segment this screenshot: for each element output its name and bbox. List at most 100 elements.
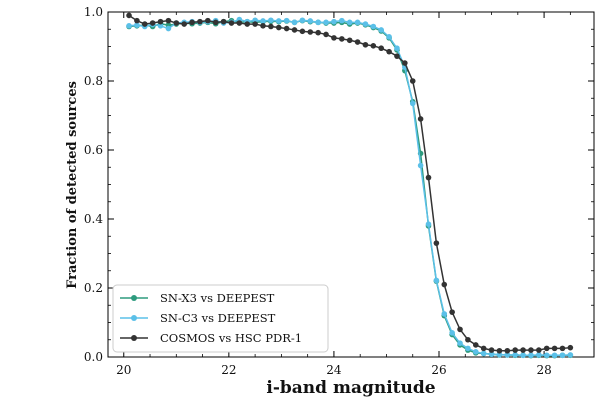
data-point	[268, 23, 274, 30]
data-point	[457, 326, 463, 333]
data-point	[291, 19, 298, 26]
series-layer	[126, 12, 574, 359]
x-tick-label: 24	[326, 363, 342, 377]
data-point	[181, 21, 187, 27]
data-point	[417, 116, 424, 122]
data-point	[425, 174, 432, 181]
y-tick-label: 1.0	[84, 5, 103, 19]
legend: SN-X3 vs DEEPEST SN-C3 vs DEEPEST COSMOS…	[112, 284, 329, 353]
data-point	[394, 53, 400, 59]
data-point	[559, 352, 566, 359]
x-tick-label: 20	[116, 363, 131, 377]
data-point	[244, 21, 251, 27]
data-point	[536, 347, 542, 353]
data-point	[354, 39, 361, 45]
data-point	[480, 345, 487, 352]
data-point	[134, 22, 140, 28]
data-point	[370, 23, 377, 30]
data-point	[260, 23, 266, 29]
data-point	[536, 352, 542, 358]
data-point	[331, 18, 337, 25]
data-point	[275, 18, 282, 24]
data-point	[197, 18, 203, 25]
y-axis-label: Fraction of detected sources	[65, 81, 80, 289]
data-point	[165, 17, 172, 24]
data-point	[189, 19, 195, 26]
data-point	[299, 17, 306, 24]
data-point	[283, 17, 290, 24]
data-point	[205, 17, 211, 24]
data-point	[441, 281, 448, 288]
data-point	[543, 345, 550, 352]
data-point	[323, 19, 329, 26]
data-point	[236, 20, 243, 26]
legend-item-sn-c3: SN-C3 vs DEEPEST	[120, 311, 276, 325]
data-point	[488, 351, 495, 358]
data-point	[488, 347, 495, 353]
data-point	[465, 345, 471, 352]
data-point	[433, 240, 440, 246]
data-point	[268, 17, 274, 24]
data-point	[339, 36, 345, 42]
data-point	[362, 21, 369, 27]
x-tick-label: 22	[221, 363, 236, 377]
data-point	[260, 18, 266, 24]
data-point	[323, 31, 329, 38]
data-point	[520, 352, 526, 359]
y-tick-label: 0.2	[84, 281, 103, 295]
data-point	[528, 352, 534, 359]
data-point	[370, 43, 377, 49]
legend-label-cosmos: COSMOS vs HSC PDR-1	[160, 331, 302, 345]
data-point	[465, 336, 471, 343]
data-point	[126, 23, 132, 29]
data-point	[275, 24, 282, 31]
legend-item-cosmos: COSMOS vs HSC PDR-1	[120, 331, 302, 345]
data-point	[157, 23, 164, 29]
data-point	[315, 19, 321, 26]
data-point	[291, 27, 298, 33]
data-point	[149, 20, 156, 26]
data-point	[480, 350, 487, 357]
data-point	[441, 311, 448, 317]
data-point	[472, 349, 479, 355]
data-point	[386, 48, 392, 55]
data-point	[315, 29, 321, 36]
x-tick-labels: 20 22 24 26 28	[116, 363, 552, 377]
data-point	[220, 18, 227, 25]
data-point	[409, 100, 416, 107]
data-point	[331, 35, 337, 41]
data-point	[409, 78, 416, 84]
data-point	[354, 19, 361, 26]
data-point	[394, 45, 400, 52]
data-point	[417, 162, 424, 169]
data-point	[567, 344, 574, 351]
data-point	[496, 347, 503, 354]
x-tick-label: 26	[431, 363, 446, 377]
data-point	[449, 309, 455, 315]
data-point	[173, 20, 180, 26]
data-point	[449, 330, 455, 336]
data-point	[551, 345, 558, 352]
data-point	[433, 277, 440, 284]
y-tick-label: 0.0	[84, 350, 103, 364]
data-point	[307, 29, 314, 35]
data-point	[543, 352, 550, 359]
x-axis-label: i-band magnitude	[266, 378, 435, 398]
data-point	[228, 20, 235, 26]
data-point	[402, 60, 408, 66]
data-point	[378, 27, 385, 33]
data-point	[472, 342, 479, 348]
data-point	[520, 347, 526, 353]
data-point	[346, 19, 353, 26]
y-tick-labels: 0.0 0.2 0.4 0.6 0.8 1.0	[84, 5, 103, 364]
data-point	[165, 25, 172, 32]
data-point	[551, 352, 558, 359]
data-point	[126, 12, 132, 19]
data-point	[528, 347, 534, 353]
data-point	[283, 25, 290, 32]
data-point	[307, 18, 314, 24]
x-tick-label: 28	[536, 363, 551, 377]
data-point	[567, 352, 574, 358]
y-tick-label: 0.8	[84, 74, 103, 88]
